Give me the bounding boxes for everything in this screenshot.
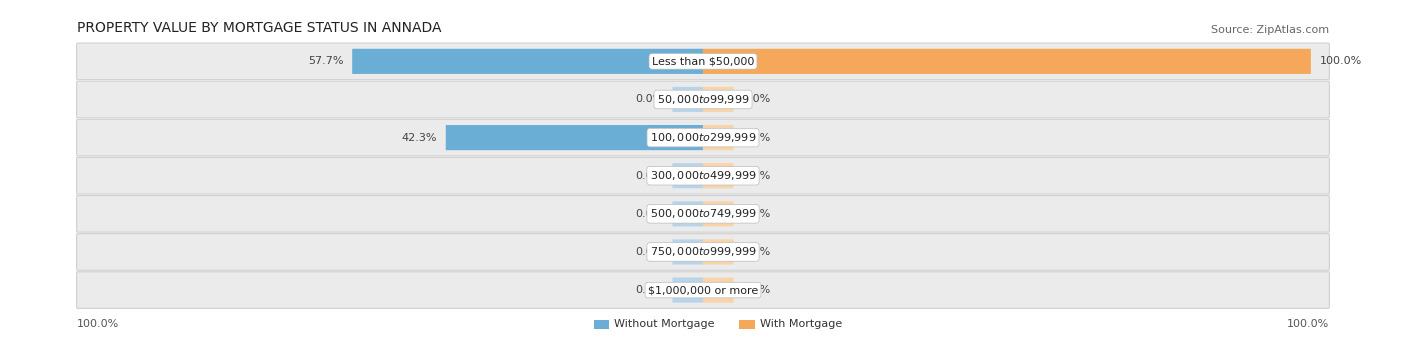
Text: $50,000 to $99,999: $50,000 to $99,999 <box>657 93 749 106</box>
FancyBboxPatch shape <box>76 272 1330 308</box>
Text: 0.0%: 0.0% <box>636 247 664 257</box>
FancyBboxPatch shape <box>76 119 1330 156</box>
Text: 0.0%: 0.0% <box>742 133 770 142</box>
Text: 0.0%: 0.0% <box>742 209 770 219</box>
FancyBboxPatch shape <box>672 163 703 188</box>
Text: Less than $50,000: Less than $50,000 <box>652 56 754 66</box>
Text: 0.0%: 0.0% <box>742 285 770 295</box>
FancyBboxPatch shape <box>76 43 1330 80</box>
FancyBboxPatch shape <box>703 277 734 303</box>
FancyBboxPatch shape <box>703 125 734 150</box>
Text: 100.0%: 100.0% <box>1320 56 1362 66</box>
FancyBboxPatch shape <box>672 239 703 265</box>
Text: 100.0%: 100.0% <box>77 319 120 329</box>
FancyBboxPatch shape <box>352 49 703 74</box>
FancyBboxPatch shape <box>672 201 703 226</box>
FancyBboxPatch shape <box>703 49 1310 74</box>
Text: Source: ZipAtlas.com: Source: ZipAtlas.com <box>1211 25 1329 35</box>
Text: 100.0%: 100.0% <box>1286 319 1329 329</box>
Text: $1,000,000 or more: $1,000,000 or more <box>648 285 758 295</box>
Text: 0.0%: 0.0% <box>636 171 664 181</box>
Text: PROPERTY VALUE BY MORTGAGE STATUS IN ANNADA: PROPERTY VALUE BY MORTGAGE STATUS IN ANN… <box>77 21 441 35</box>
Text: 42.3%: 42.3% <box>401 133 437 142</box>
Text: 0.0%: 0.0% <box>742 171 770 181</box>
Text: 0.0%: 0.0% <box>742 95 770 104</box>
FancyBboxPatch shape <box>76 157 1330 194</box>
Text: $500,000 to $749,999: $500,000 to $749,999 <box>650 207 756 220</box>
FancyBboxPatch shape <box>703 201 734 226</box>
Text: $100,000 to $299,999: $100,000 to $299,999 <box>650 131 756 144</box>
Text: With Mortgage: With Mortgage <box>759 319 842 329</box>
Text: 0.0%: 0.0% <box>742 247 770 257</box>
FancyBboxPatch shape <box>703 87 734 112</box>
Text: Without Mortgage: Without Mortgage <box>613 319 714 329</box>
FancyBboxPatch shape <box>593 320 609 328</box>
FancyBboxPatch shape <box>76 195 1330 232</box>
FancyBboxPatch shape <box>703 163 734 188</box>
Text: 57.7%: 57.7% <box>308 56 343 66</box>
Text: $750,000 to $999,999: $750,000 to $999,999 <box>650 245 756 258</box>
FancyBboxPatch shape <box>76 81 1330 118</box>
FancyBboxPatch shape <box>740 320 755 328</box>
Text: 0.0%: 0.0% <box>636 95 664 104</box>
Text: 0.0%: 0.0% <box>636 209 664 219</box>
Text: $300,000 to $499,999: $300,000 to $499,999 <box>650 169 756 182</box>
Text: 0.0%: 0.0% <box>636 285 664 295</box>
FancyBboxPatch shape <box>703 239 734 265</box>
FancyBboxPatch shape <box>672 277 703 303</box>
FancyBboxPatch shape <box>672 87 703 112</box>
FancyBboxPatch shape <box>446 125 703 150</box>
FancyBboxPatch shape <box>76 234 1330 270</box>
